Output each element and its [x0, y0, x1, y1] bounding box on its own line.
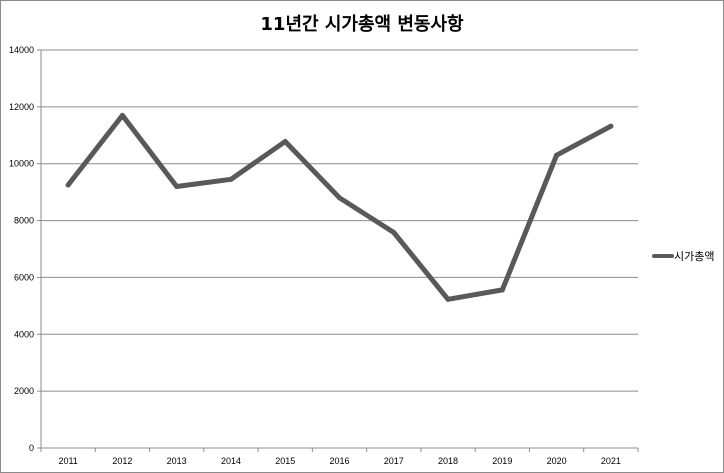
data-point: [119, 112, 125, 118]
y-tick-label: 6000: [14, 272, 34, 282]
x-tick-label: 2019: [492, 456, 512, 466]
x-tick-label: 2011: [58, 456, 77, 466]
x-tick-label: 2013: [167, 456, 187, 466]
data-point: [608, 123, 614, 129]
data-point: [228, 176, 234, 182]
legend-label: 시가총액: [674, 250, 714, 263]
x-axis-tick-labels: 2011 2012 2013 2014 2015 2016 2017 2018 2019 2020…: [58, 456, 620, 466]
series-line: [65, 112, 614, 302]
x-tick-label: 2017: [384, 456, 404, 466]
x-tick-label: 2012: [112, 456, 132, 466]
y-axis-tick-labels: 0 2000 4000 6000 8000 10000 12000 14000: [9, 45, 34, 453]
data-point: [282, 139, 288, 145]
x-tick-label: 2020: [547, 456, 567, 466]
y-tick-label: 12000: [9, 102, 34, 112]
data-point: [499, 287, 505, 293]
y-tick-label: 8000: [14, 216, 34, 226]
chart-title: 11년간 시가총액 변동사항: [260, 14, 464, 35]
data-point: [445, 296, 451, 302]
data-point: [391, 230, 397, 236]
y-tick-label: 0: [29, 443, 34, 453]
x-tick-label: 2021: [601, 456, 621, 466]
data-point: [65, 182, 71, 188]
y-tick-label: 4000: [14, 329, 34, 339]
legend: 시가총액: [652, 250, 714, 263]
axes: [37, 49, 639, 452]
x-tick-label: 2016: [329, 456, 349, 466]
series-lines: [65, 112, 614, 302]
x-tick-label: 2015: [275, 456, 295, 466]
y-tick-label: 2000: [14, 386, 34, 396]
x-tick-label: 2018: [438, 456, 458, 466]
data-point: [174, 183, 180, 189]
x-tick-label: 2014: [221, 456, 241, 466]
data-point: [554, 152, 560, 158]
y-tick-label: 14000: [9, 45, 34, 55]
y-tick-label: 10000: [9, 159, 34, 169]
gridlines: [41, 49, 638, 392]
data-point: [337, 195, 342, 201]
